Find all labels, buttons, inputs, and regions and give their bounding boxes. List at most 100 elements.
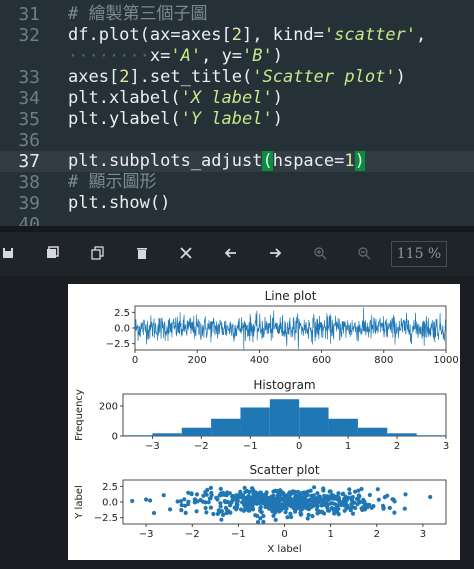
code-line[interactable]: 39 plt.show(): [0, 193, 474, 214]
code-editor[interactable]: 31 # 繪製第三個子圖 32 df.plot(ax=axes[2], kind='s…: [0, 0, 474, 226]
line-plot-title: Line plot: [265, 289, 317, 303]
histogram-ylabel: Frequency: [74, 389, 85, 441]
scatter-point: [186, 490, 191, 495]
copy-icon[interactable]: [87, 242, 109, 264]
scatter-point: [227, 491, 232, 496]
scatter-point: [283, 510, 288, 515]
scatter-point: [287, 490, 292, 495]
scatter-point: [311, 502, 316, 507]
scatter-point: [285, 515, 290, 520]
scatter-point: [385, 493, 390, 498]
x-tick-label: 3: [443, 441, 449, 452]
arrow-right-icon[interactable]: [264, 242, 286, 264]
scatter-point: [238, 490, 243, 495]
scatter-point: [219, 509, 224, 514]
code-token: plt.show(): [68, 193, 171, 213]
scatter-point: [323, 501, 328, 506]
scatter-point: [353, 505, 358, 511]
scatter-point: [309, 493, 314, 498]
scatter-point: [308, 502, 313, 507]
x-tick-label: 1: [345, 441, 351, 452]
scatter-point: [310, 514, 315, 519]
scatter-point: [151, 510, 157, 516]
x-tick-label: 600: [312, 355, 331, 366]
code-token: ].set_title(: [129, 67, 253, 87]
scatter-point: [215, 511, 220, 516]
scatter-point: [201, 493, 206, 498]
scatter-point: [179, 508, 184, 513]
code-line[interactable]: 38 # 顯示圖形: [0, 172, 474, 193]
scatter-point: [218, 504, 223, 509]
line-number: 35: [18, 109, 40, 130]
histogram-bar: [357, 427, 388, 436]
zoom-in-icon[interactable]: [309, 242, 331, 264]
y-tick-label: 200: [99, 402, 118, 413]
scatter-point: [305, 506, 310, 511]
panel-divider[interactable]: [0, 226, 474, 232]
arrow-left-icon[interactable]: [220, 242, 242, 264]
code-line[interactable]: 35 plt.ylabel('Y label'): [0, 109, 474, 130]
scatter-point: [350, 495, 355, 500]
code-line[interactable]: 37 plt.subplots_adjust(hspace=1): [0, 151, 474, 172]
y-tick-label: −2.5: [106, 339, 130, 350]
code-line[interactable]: 31 # 繪製第三個子圖: [0, 4, 474, 25]
histogram-bar: [416, 435, 446, 436]
code-token: 'Scatter plot': [252, 67, 396, 87]
scatter-point: [148, 498, 153, 503]
scatter-point: [261, 513, 266, 519]
y-tick-label: 2.5: [102, 482, 118, 493]
scatter-point: [343, 501, 348, 506]
scatter-point: [144, 497, 149, 502]
x-tick-label: 3: [420, 529, 426, 540]
scatter-point: [325, 505, 330, 510]
scatter-point: [303, 498, 308, 503]
plot-toolbar: 115 %: [0, 232, 474, 276]
code-line[interactable]: ········x='A', y='B'): [0, 46, 474, 67]
code-line[interactable]: 40: [0, 214, 474, 226]
scatter-point: [340, 492, 345, 497]
code-text: df.plot(ax=axes[2], kind='scatter',: [68, 25, 426, 46]
code-token: df.plot(ax=axes[: [68, 25, 232, 45]
scatter-point: [259, 510, 264, 515]
x-tick-label: −1: [243, 441, 258, 452]
clear-all-icon[interactable]: [175, 242, 197, 264]
code-text: plt.xlabel('X label'): [68, 88, 283, 109]
scatter-point: [290, 502, 295, 507]
save-icon[interactable]: [0, 242, 19, 264]
scatter-point: [247, 500, 252, 505]
line-number: 32: [18, 25, 40, 46]
scatter-point: [271, 513, 276, 518]
scatter-point: [300, 491, 305, 496]
scatter-point: [214, 495, 219, 500]
scatter-title: Scatter plot: [249, 463, 319, 477]
scatter-point: [250, 488, 255, 493]
code-text: plt.subplots_adjust(hspace=1): [68, 151, 365, 172]
scatter-point: [245, 495, 250, 500]
code-token: x=: [149, 46, 171, 66]
scatter-point: [203, 490, 208, 495]
trash-icon[interactable]: [131, 242, 153, 264]
y-tick-label: 2.5: [114, 308, 130, 319]
scatter-point: [168, 507, 173, 512]
code-line[interactable]: 33 axes[2].set_title('Scatter plot'): [0, 67, 474, 88]
scatter-point: [358, 500, 363, 505]
scatter-point: [315, 500, 320, 506]
scatter-point: [331, 493, 336, 498]
x-tick-label: 400: [250, 355, 269, 366]
code-text: axes[2].set_title('Scatter plot'): [68, 67, 406, 88]
scatter-point: [261, 519, 266, 524]
zoom-level[interactable]: 115 %: [391, 241, 447, 267]
code-line[interactable]: 36: [0, 130, 474, 151]
zoom-out-icon[interactable]: [353, 242, 375, 264]
histogram-bar: [269, 399, 300, 436]
scatter-point: [345, 505, 350, 510]
histogram-bar: [152, 433, 182, 436]
scatter-point: [338, 502, 344, 508]
scatter-point: [183, 510, 188, 515]
code-line[interactable]: 34 plt.xlabel('X label'): [0, 88, 474, 109]
scatter-point: [208, 505, 213, 510]
code-token: 1: [344, 151, 355, 171]
code-line[interactable]: 32 df.plot(ax=axes[2], kind='scatter',: [0, 25, 474, 46]
code-text: ········x='A', y='B'): [68, 46, 283, 67]
save-all-icon[interactable]: [42, 242, 64, 264]
